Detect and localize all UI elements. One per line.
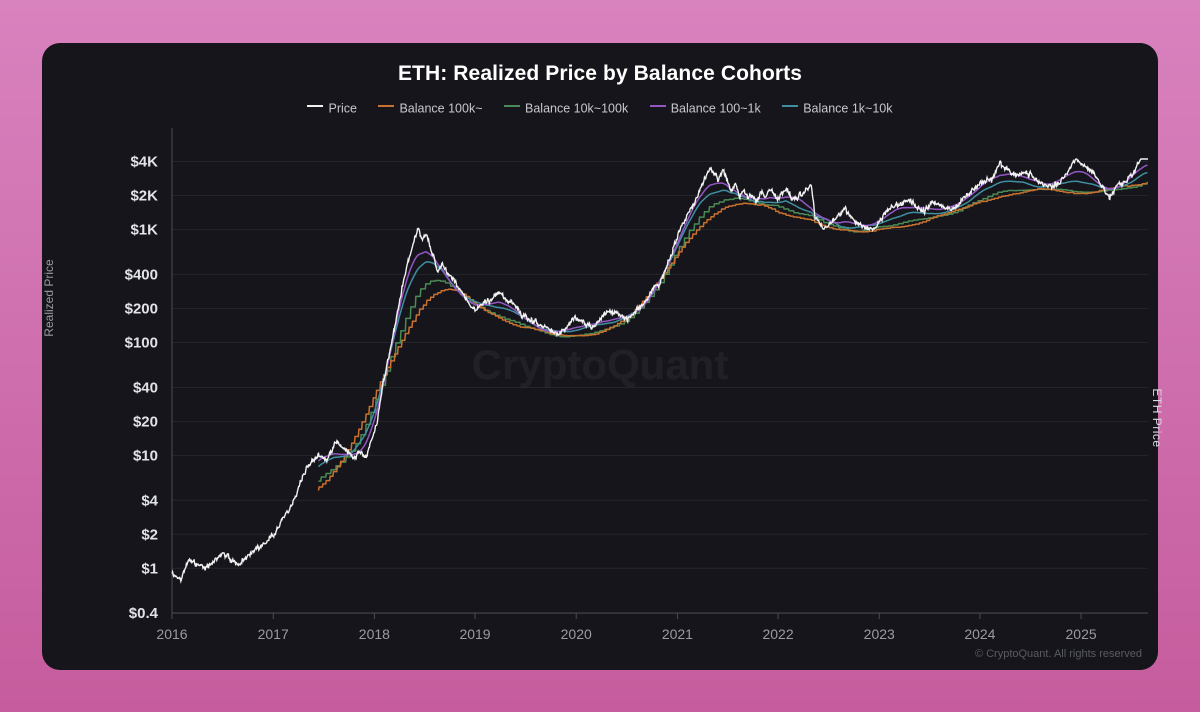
svg-text:$100: $100 — [125, 334, 158, 351]
svg-text:$2K: $2K — [130, 187, 158, 204]
svg-text:2016: 2016 — [156, 626, 187, 642]
svg-text:$200: $200 — [125, 300, 158, 317]
svg-text:2023: 2023 — [864, 626, 895, 642]
svg-text:$20: $20 — [133, 413, 158, 430]
svg-text:2021: 2021 — [662, 626, 693, 642]
svg-text:2024: 2024 — [964, 626, 995, 642]
svg-text:$400: $400 — [125, 266, 158, 283]
svg-text:$4K: $4K — [130, 153, 158, 170]
svg-text:$4: $4 — [141, 492, 158, 509]
svg-text:2020: 2020 — [561, 626, 592, 642]
svg-text:2022: 2022 — [762, 626, 793, 642]
svg-text:$10: $10 — [133, 447, 158, 464]
svg-text:$1: $1 — [141, 560, 158, 577]
svg-text:$2: $2 — [141, 526, 158, 543]
svg-text:2025: 2025 — [1066, 626, 1097, 642]
svg-text:$0.4: $0.4 — [129, 605, 159, 622]
svg-text:2019: 2019 — [459, 626, 490, 642]
svg-text:$1K: $1K — [130, 221, 158, 238]
svg-text:$40: $40 — [133, 379, 158, 396]
svg-text:2018: 2018 — [359, 626, 390, 642]
svg-text:2017: 2017 — [258, 626, 289, 642]
